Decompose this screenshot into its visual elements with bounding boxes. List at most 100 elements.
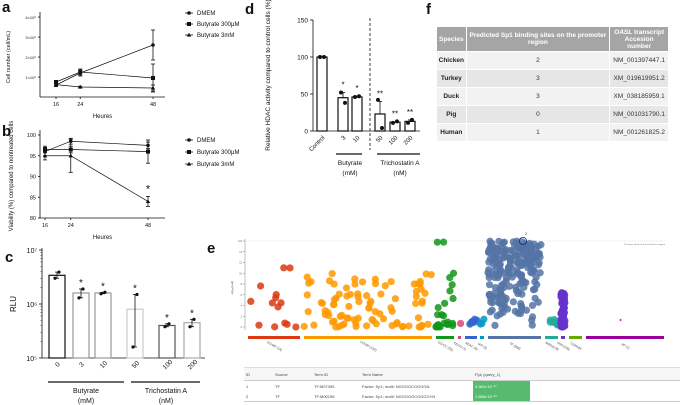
group-label: Butyrate (338, 160, 363, 167)
data-point (151, 43, 155, 47)
data-point (406, 120, 410, 125)
term-point (330, 296, 339, 304)
accession: NM_001261825.2 (609, 123, 669, 141)
legend-marker (186, 32, 192, 37)
panel-label-e: e (207, 240, 215, 257)
source-bar (436, 336, 454, 339)
term-point (371, 308, 379, 316)
term-point (405, 322, 413, 330)
term-point (512, 283, 520, 291)
data-point (380, 126, 384, 131)
term-point (528, 301, 537, 310)
term-point (527, 263, 535, 272)
accession: NM_001397447.1 (609, 51, 669, 70)
term-point (427, 271, 435, 279)
header-spacer (530, 367, 680, 381)
legend-marker (187, 150, 191, 154)
term-point (424, 320, 432, 328)
data-point (318, 55, 322, 59)
data-point (54, 80, 58, 84)
data-point (167, 322, 171, 326)
header-term-name: Term Name (360, 367, 473, 381)
term-point (505, 263, 514, 271)
table-header-row: ID Source Term ID Term Name Pₐdⱼ (query_… (244, 367, 680, 381)
data-point (151, 76, 155, 80)
x-tick-label: 3 (341, 135, 348, 142)
term-point (305, 279, 313, 287)
term-point (499, 292, 507, 300)
term-point (346, 290, 354, 299)
table-header-row: Species Predicted Sp1 binding sites on t… (437, 27, 669, 52)
term-point (303, 273, 311, 281)
y-tick-label: 100 (297, 55, 308, 62)
term-point (513, 237, 521, 245)
source-bar (569, 336, 582, 339)
significance-star: * (79, 278, 83, 289)
header-source: Source (273, 367, 312, 381)
data-point (42, 153, 48, 158)
y-tick-label: ≥16 (238, 240, 243, 243)
x-tick-label: 100 (162, 358, 175, 371)
term-point (489, 299, 497, 307)
group-label: Trichostatin A (380, 160, 420, 167)
y-tick-label: 50 (301, 92, 309, 99)
group-unit: (nM) (159, 398, 173, 405)
y-tick-label: 14 (239, 251, 242, 254)
term-point (531, 285, 539, 293)
bar (389, 121, 401, 132)
source-bar (458, 336, 461, 339)
term-point (537, 241, 545, 249)
data-point (395, 119, 399, 124)
term-point (434, 311, 442, 319)
significance-star: * (165, 313, 169, 324)
legend-marker (187, 22, 191, 26)
data-point (77, 296, 81, 300)
x-tick-label: 50 (131, 360, 141, 370)
term-point (476, 320, 484, 328)
legend-marker (187, 11, 191, 15)
panel-label-b: b (2, 123, 11, 140)
term-point (417, 285, 425, 293)
species: Human (437, 123, 467, 141)
term-id: TF:M00196 (312, 391, 360, 402)
table-row: Pig 0 NM_001031790.1 (437, 105, 669, 124)
term-point (513, 270, 521, 278)
table-row: 2 TF TF:M00196 Factor: Sp1; motif: NGGGGGCG… (244, 391, 680, 402)
padj: 1.868×10⁻¹⁶ (473, 391, 530, 402)
term-point (418, 322, 426, 330)
significance-star: * (355, 84, 358, 93)
term-point (359, 278, 367, 286)
bar (94, 292, 112, 359)
source-bar (465, 336, 477, 339)
term-point (507, 270, 515, 278)
panel-label-f: f (426, 1, 432, 18)
term-point (489, 256, 498, 264)
term-point (432, 323, 440, 331)
legend-label: DMEM (197, 138, 215, 144)
term-point (528, 269, 536, 277)
term-point (355, 297, 363, 306)
accession: NM_001031790.1 (609, 105, 669, 124)
x-tick-label: 200 (187, 358, 200, 371)
term-point (412, 299, 420, 308)
term-point (519, 243, 528, 251)
y-axis-label: Cell number (cell/mL) (6, 31, 12, 83)
id: 2 (244, 391, 273, 402)
source-bar (488, 336, 541, 339)
header-accession: OASL transcript Accesion number (609, 27, 669, 52)
term-point (502, 274, 511, 282)
term-point (488, 239, 496, 248)
term-point (519, 276, 527, 284)
data-point (53, 276, 57, 280)
bar (48, 274, 66, 359)
source-label: HP (1) (621, 342, 631, 350)
term-point (485, 281, 494, 289)
term-point (328, 270, 336, 278)
x-tick-label: Control (308, 135, 326, 153)
source-bar (248, 336, 300, 339)
term-point (531, 294, 539, 302)
term-point (344, 314, 352, 322)
table-row: Turkey 3 XM_019619951.2 (437, 69, 669, 88)
y-tick-label: 1×10⁶ (25, 75, 36, 80)
source-label: KEGG (1) (453, 341, 467, 351)
